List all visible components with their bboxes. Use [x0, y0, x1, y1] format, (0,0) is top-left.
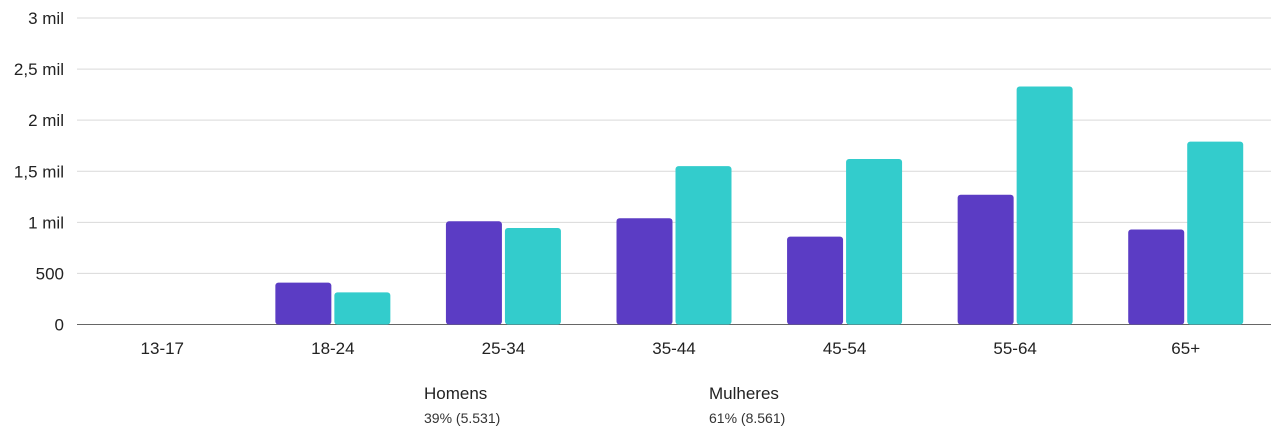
x-tick-label: 13-17: [141, 339, 184, 358]
y-tick-label: 0: [55, 316, 64, 335]
legend-homens-detail: 39% (5.531): [424, 410, 501, 426]
y-tick-label: 2,5 mil: [14, 60, 64, 79]
legend-homens[interactable]: Homens 39% (5.531): [424, 384, 500, 426]
bar-homens-45-54[interactable]: [787, 236, 844, 325]
bar-mulheres-65+[interactable]: [1187, 141, 1244, 325]
y-tick-label: 500: [36, 264, 64, 283]
bar-homens-18-24[interactable]: [275, 282, 332, 325]
y-tick-label: 2 mil: [28, 111, 64, 130]
bar-mulheres-35-44[interactable]: [675, 166, 732, 325]
bar-mulheres-25-34[interactable]: [504, 227, 561, 325]
gridlines: [77, 17, 1271, 325]
x-tick-label: 45-54: [823, 339, 866, 358]
bar-homens-35-44[interactable]: [616, 218, 673, 325]
y-tick-label: 3 mil: [28, 9, 64, 28]
x-tick-label: 55-64: [993, 339, 1036, 358]
bar-homens-65+[interactable]: [1128, 229, 1185, 325]
bar-homens-25-34[interactable]: [445, 221, 502, 325]
x-tick-label: 35-44: [652, 339, 695, 358]
y-axis: 0 500 1 mil 1,5 mil 2 mil 2,5 mil 3 mil: [14, 9, 64, 335]
legend-mulheres-label: Mulheres: [709, 384, 779, 403]
x-tick-label: 18-24: [311, 339, 354, 358]
legend-mulheres[interactable]: Mulheres 61% (8.561): [709, 384, 785, 426]
x-axis: 13-17 18-24 25-34 35-44 45-54 55-64 65+: [141, 339, 1201, 358]
legend-mulheres-detail: 61% (8.561): [709, 410, 786, 426]
bars: [275, 86, 1244, 325]
bar-mulheres-45-54[interactable]: [846, 158, 903, 325]
bar-mulheres-55-64[interactable]: [1016, 86, 1073, 325]
y-tick-label: 1 mil: [28, 213, 64, 232]
legend-homens-label: Homens: [424, 384, 488, 403]
x-tick-label: 65+: [1171, 339, 1200, 358]
y-tick-label: 1,5 mil: [14, 162, 64, 181]
bar-homens-55-64[interactable]: [957, 194, 1014, 325]
bar-mulheres-18-24[interactable]: [334, 292, 391, 325]
x-tick-label: 25-34: [482, 339, 525, 358]
